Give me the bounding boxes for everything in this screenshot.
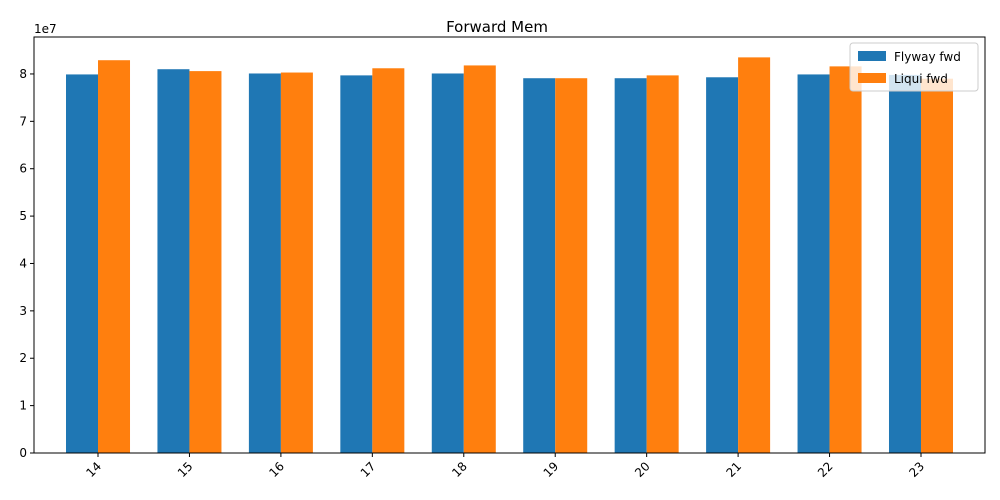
legend-swatch-1 <box>858 73 886 83</box>
y-tick-label: 3 <box>19 304 27 318</box>
y-tick-label: 1 <box>19 399 27 413</box>
bar-series1-19 <box>555 78 588 454</box>
bar-series0-22 <box>797 74 830 453</box>
bars-layer <box>66 57 953 454</box>
bar-series1-15 <box>189 71 222 453</box>
bar-series1-14 <box>98 60 131 453</box>
y-tick-label: 5 <box>19 209 27 223</box>
y-axis-ticks: 0 1 2 3 4 5 6 7 8 <box>19 67 34 460</box>
y-tick-label: 4 <box>19 256 27 270</box>
bar-series1-16 <box>280 72 313 453</box>
bar-series1-17 <box>372 68 405 454</box>
y-tick-label: 6 <box>19 162 27 176</box>
bar-series0-18 <box>431 73 464 454</box>
bar-series0-20 <box>614 78 647 454</box>
y-tick-label: 0 <box>19 446 27 460</box>
bar-series1-22 <box>829 66 862 453</box>
bar-series1-23 <box>920 78 953 453</box>
bar-series0-17 <box>340 75 373 453</box>
plot-frame <box>33 36 986 454</box>
x-tick-label: 19 <box>541 459 562 480</box>
y-tick-label: 7 <box>19 114 27 128</box>
bar-series1-18 <box>463 65 496 453</box>
x-tick-label: 18 <box>449 459 470 480</box>
x-axis-ticks: 14 15 16 17 18 19 20 21 22 23 <box>83 453 927 480</box>
y-tick-label: 2 <box>19 351 27 365</box>
x-tick-label: 16 <box>266 459 287 480</box>
x-tick-label: 20 <box>632 459 653 480</box>
x-tick-label: 22 <box>815 459 836 480</box>
x-tick-label: 17 <box>358 459 379 480</box>
bar-series1-21 <box>738 57 771 454</box>
x-tick-label: 15 <box>175 459 196 480</box>
legend-label-0: Flyway fwd <box>894 50 961 64</box>
y-tick-label: 8 <box>19 67 27 81</box>
legend-swatch-0 <box>858 51 886 61</box>
bar-series0-19 <box>523 78 556 454</box>
bar-series0-23 <box>888 74 921 453</box>
legend: Flyway fwd Liqui fwd <box>849 42 979 92</box>
bar-series0-16 <box>248 73 281 454</box>
bar-series1-20 <box>646 75 679 453</box>
bar-series0-15 <box>157 69 190 453</box>
x-tick-label: 14 <box>83 459 104 480</box>
x-tick-label: 23 <box>906 459 927 480</box>
chart-title: Forward Mem <box>446 18 548 36</box>
y-multiplier-label: 1e7 <box>34 22 57 36</box>
x-tick-label: 21 <box>724 459 745 480</box>
bar-series0-21 <box>706 77 739 453</box>
legend-label-1: Liqui fwd <box>894 72 948 86</box>
bar-series0-14 <box>66 74 99 453</box>
